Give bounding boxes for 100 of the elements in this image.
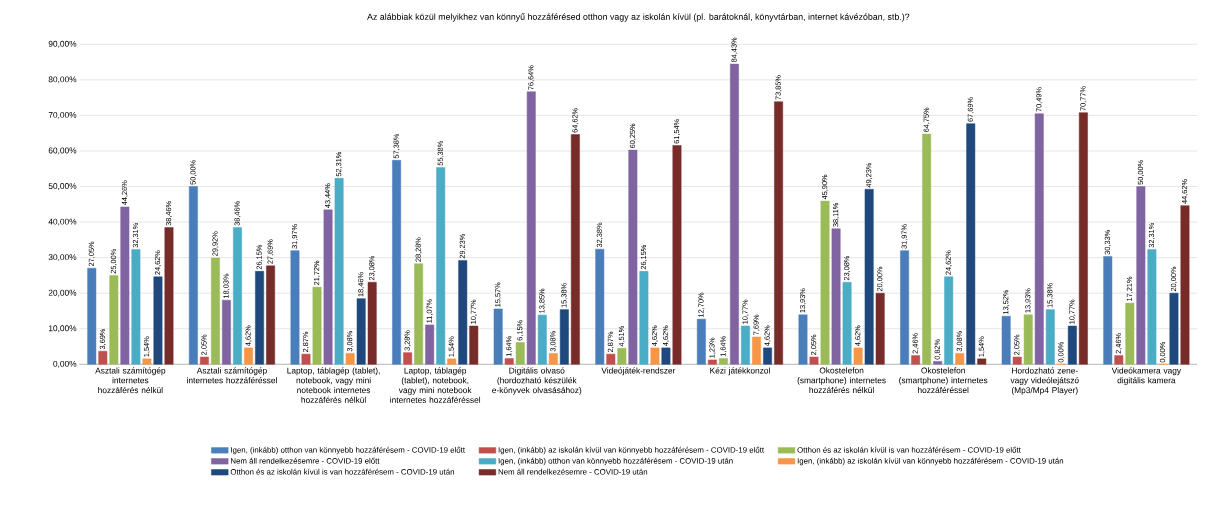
bar	[628, 149, 638, 365]
bar	[922, 133, 932, 365]
y-tick-label: 40,00%	[48, 218, 77, 226]
bar	[367, 282, 377, 365]
bar	[1136, 186, 1146, 365]
bar	[606, 353, 616, 365]
bar	[617, 348, 627, 365]
bar	[570, 134, 580, 365]
y-tick-label: 10,00%	[48, 325, 77, 333]
chart-title: Az alábbiak közül melyikhez van könnyű hozzáférésed otthon vagy az iskolán kívül (pl. barátoknál, könyvtárban, internet kávézóban, stb.)?	[367, 13, 910, 22]
bar	[537, 314, 547, 365]
bar	[312, 286, 322, 365]
bar	[1147, 249, 1157, 365]
bar	[131, 249, 141, 365]
bar	[98, 350, 108, 365]
bar	[672, 145, 682, 365]
x-tick-label: Laptop, táblagép (tablet), notebook, vagy mini notebook internetes hozzáféréssel	[390, 367, 481, 403]
bar	[515, 342, 525, 365]
bar	[955, 353, 965, 365]
x-tick-label: Digitális olvasó (hordozható készülék e-könyvek olvasásához)	[492, 367, 582, 395]
x-tick-label: Laptop, táblagép (tablet), notebook, vagy mini notebook internetes hozzáférés nélkül	[287, 367, 380, 403]
bar	[188, 186, 198, 365]
bar	[774, 101, 784, 365]
bar	[944, 276, 954, 365]
bar	[1114, 355, 1124, 365]
y-tick-label: 70,00%	[48, 111, 77, 119]
x-tick-label: Hordozható zene- vagy videólejátszó (Mp3/Mp4 Player)	[1010, 367, 1079, 395]
bar	[595, 248, 605, 365]
bar	[323, 209, 333, 365]
bar	[864, 189, 874, 365]
bar	[447, 358, 457, 365]
bar	[875, 292, 885, 365]
bar	[211, 257, 220, 365]
bar	[493, 308, 503, 365]
bar	[244, 347, 253, 365]
bar	[1001, 316, 1011, 365]
bar	[752, 336, 761, 365]
bar	[639, 271, 649, 365]
bar	[266, 265, 276, 365]
bar	[255, 271, 264, 365]
bar	[469, 325, 479, 365]
bar	[222, 299, 231, 365]
bar	[911, 355, 921, 365]
bar	[1067, 325, 1077, 365]
bar	[707, 359, 717, 365]
bar	[392, 160, 402, 365]
y-tick-label: 0,00%	[53, 360, 77, 368]
y-tick-label: 90,00%	[48, 40, 77, 48]
bar	[290, 250, 300, 365]
bar	[356, 298, 366, 365]
bar	[436, 167, 446, 365]
y-tick-label: 20,00%	[48, 289, 77, 297]
x-tick-label: Asztali számítógép internetes hozzáféréssel	[187, 367, 277, 384]
bar	[109, 275, 119, 365]
bar	[763, 347, 772, 365]
bar	[966, 123, 976, 365]
bar	[548, 353, 558, 365]
x-tick-label: Videókamera vagy digitális kamera	[1111, 367, 1182, 385]
bar	[741, 325, 750, 365]
bar	[142, 358, 152, 365]
bar	[504, 358, 514, 365]
bar	[120, 206, 130, 365]
bar	[345, 353, 355, 365]
bar	[1045, 309, 1055, 365]
bar	[1023, 314, 1033, 365]
bar	[900, 250, 910, 365]
x-tick-label: Okostelefon (smartphone) internetes hozzáférés nélkül	[797, 367, 886, 394]
bar	[696, 318, 706, 365]
bar	[1012, 356, 1022, 365]
bar	[559, 309, 569, 365]
x-tick-label: Okostelefon (smartphone) internetes hozzáféréssel	[899, 367, 988, 394]
bar	[1125, 302, 1135, 365]
bar	[809, 356, 819, 365]
bar	[403, 352, 413, 365]
bar	[1103, 256, 1113, 365]
bar	[820, 200, 830, 365]
bar	[798, 314, 808, 365]
bar	[1078, 112, 1088, 365]
bar	[458, 260, 468, 365]
bar	[853, 347, 863, 365]
bar	[199, 356, 209, 365]
y-tick-label: 50,00%	[48, 183, 77, 190]
x-tick-label: Asztali számítógép internetes hozzáférés nélkül	[95, 367, 166, 394]
bar	[1034, 113, 1044, 365]
y-tick-label: 80,00%	[48, 76, 77, 84]
bar	[650, 347, 660, 365]
x-tick-label: Videójáték-rendszer	[601, 367, 676, 376]
y-tick-label: 30,00%	[48, 254, 77, 262]
bar	[933, 361, 943, 365]
y-tick-label: 60,00%	[48, 147, 77, 155]
bar	[164, 227, 174, 365]
bar	[153, 276, 163, 365]
bar	[233, 227, 242, 365]
bar	[977, 358, 987, 365]
bar	[334, 178, 344, 365]
bar	[301, 353, 311, 365]
bar	[425, 324, 435, 365]
bar	[1180, 205, 1190, 365]
bar	[730, 63, 739, 365]
bar	[842, 282, 852, 365]
